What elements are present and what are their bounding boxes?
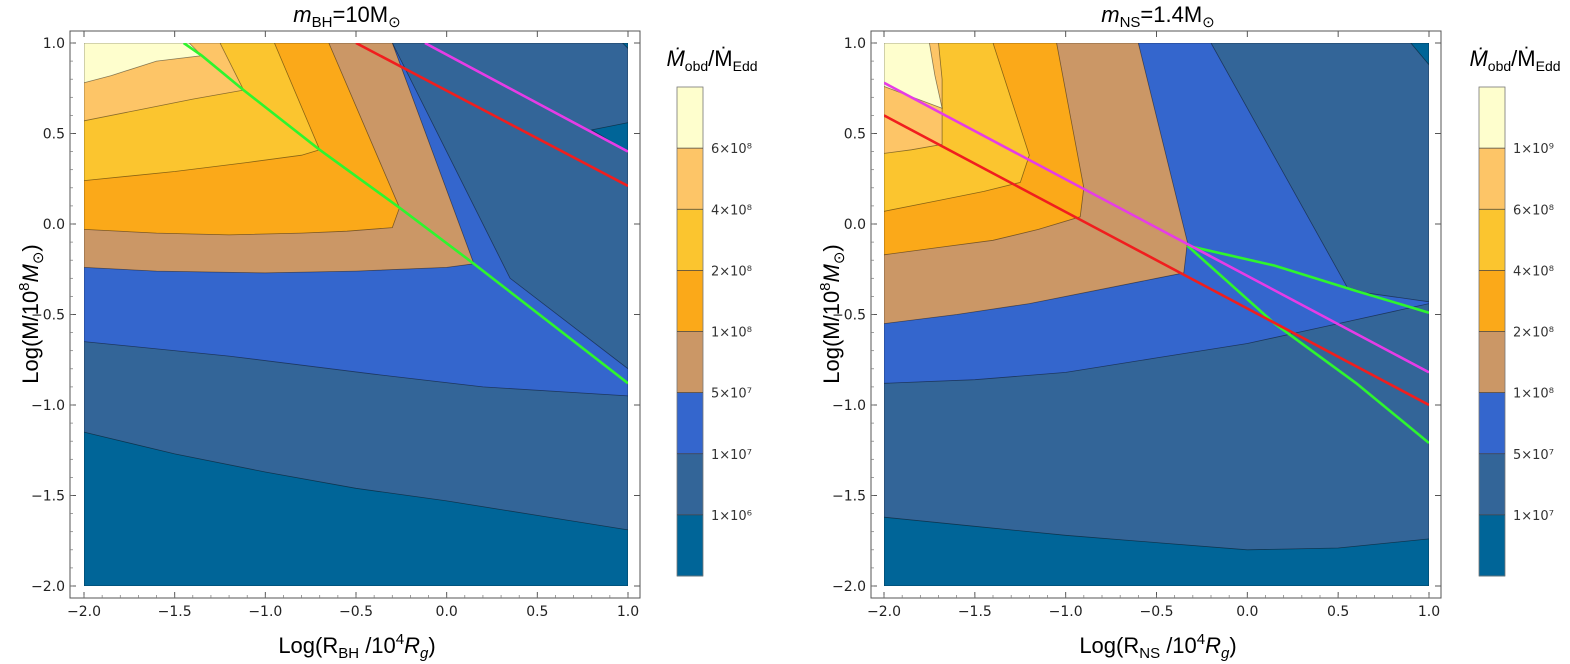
- colorbar-band: [1479, 209, 1505, 271]
- colorbar-tick-label: 4×10⁸: [1513, 264, 1554, 279]
- y-tick-label: −2.0: [31, 579, 65, 595]
- x-tick-label: 1.0: [1418, 604, 1440, 620]
- red-line: [355, 43, 628, 188]
- green-line-2: [1186, 244, 1429, 445]
- colorbar-band: [677, 514, 703, 577]
- colorbar-tick-label: 5×10⁷: [1513, 448, 1554, 463]
- x-tick-label: 0.0: [436, 604, 458, 620]
- x-tick-label: 0.5: [1327, 604, 1349, 620]
- x-tick-label: −2.0: [867, 604, 901, 620]
- colorbar-band: [1479, 392, 1505, 455]
- magenta-line: [884, 81, 1429, 374]
- colorbar-title: Ṁobd/ṀEdd: [666, 46, 757, 74]
- y-tick-label: −0.5: [31, 308, 65, 324]
- contour-region-7: [84, 431, 628, 586]
- y-tick-label: −1.0: [31, 398, 65, 414]
- x-tick-label: −1.0: [1049, 604, 1083, 620]
- colorbar-band: [1479, 331, 1505, 394]
- chart-title: mNS=1.4M⊙: [1101, 2, 1215, 31]
- chart-title: mBH=10M⊙: [293, 2, 400, 31]
- x-tick-label: −0.5: [339, 604, 373, 620]
- green-line: [1187, 244, 1429, 314]
- y-tick-label: 1.0: [844, 36, 866, 52]
- y-tick-label: −1.5: [31, 489, 65, 505]
- colorbar-band: [1479, 453, 1505, 516]
- colorbar-tick-label: 6×10⁸: [711, 142, 752, 157]
- contour-region-7: [884, 516, 1429, 586]
- y-tick-label: 1.0: [43, 36, 65, 52]
- colorbar-tick-label: 4×10⁸: [711, 203, 752, 218]
- colorbar-tick-label: 1×10⁹: [1513, 142, 1554, 157]
- x-tick-label: −2.0: [67, 604, 101, 620]
- colorbar-tick-label: 2×10⁸: [711, 264, 752, 279]
- colorbar-tick-label: 1×10⁶: [711, 509, 752, 524]
- contour-regions: [884, 43, 1429, 586]
- colorbar-tick-label: 1×10⁸: [1513, 387, 1554, 402]
- magenta-line: [424, 43, 628, 153]
- contour-region-6: [884, 43, 943, 109]
- contour-region-9: [622, 43, 628, 49]
- colorbar-band: [1479, 148, 1505, 210]
- colorbar-tick-label: 1×10⁷: [711, 448, 752, 463]
- y-tick-label: −2.0: [832, 579, 866, 595]
- x-tick-label: 0.0: [1236, 604, 1258, 620]
- y-tick-label: 0.0: [844, 217, 866, 233]
- panel-2: −2.0−2.0 −1.5 −1.5 −1.0 −1.0 −0.5 −0.5 0.0 0.0 0.…: [817, 2, 1561, 662]
- colorbar-band: [1479, 87, 1505, 149]
- panel-1: −2.0−2.0 −1.5 −1.5 −1.0 −1.0 −0.5 −0.5 0.0 0.0 0.…: [16, 2, 758, 662]
- colorbar-tick-label: 1×10⁸: [711, 326, 752, 341]
- colorbar-tick-label: 5×10⁷: [711, 387, 752, 402]
- colorbar-band: [677, 87, 703, 149]
- y-tick-label: 0.5: [43, 127, 65, 143]
- colorbar-tick-label: 2×10⁸: [1513, 326, 1554, 341]
- colorbar-tick-label: 1×10⁷: [1513, 509, 1554, 524]
- x-tick-label: 0.5: [526, 604, 548, 620]
- y-tick-label: −1.0: [832, 398, 866, 414]
- y-tick-label: −1.5: [832, 489, 866, 505]
- y-axis-label: Log(M/108M⊙): [16, 244, 47, 384]
- x-tick-label: −1.0: [248, 604, 282, 620]
- y-axis-label: Log(M/108M⊙): [817, 244, 848, 384]
- colorbar-band: [677, 392, 703, 455]
- contour-regions: [84, 43, 628, 586]
- y-tick-label: 0.0: [43, 217, 65, 233]
- x-axis-label: Log(RBH /104Rg): [278, 631, 435, 662]
- colorbar-band: [677, 270, 703, 332]
- green-line: [182, 43, 628, 385]
- x-axis-label: Log(RNS /104Rg): [1079, 631, 1236, 662]
- red-line: [884, 114, 1429, 407]
- x-tick-label: −1.5: [158, 604, 192, 620]
- colorbar-title: Ṁobd/ṀEdd: [1469, 46, 1560, 74]
- x-tick-label: −1.5: [958, 604, 992, 620]
- colorbar-tick-label: 6×10⁸: [1513, 203, 1554, 218]
- y-tick-label: 0.5: [844, 127, 866, 143]
- x-tick-label: −0.5: [1140, 604, 1174, 620]
- x-tick-label: 1.0: [617, 604, 639, 620]
- colorbar-band: [677, 209, 703, 271]
- colorbar-band: [1479, 514, 1505, 577]
- colorbar-band: [677, 453, 703, 516]
- contour-region-8: [1410, 43, 1429, 66]
- y-tick-label: −0.5: [832, 308, 866, 324]
- colorbar-band: [677, 148, 703, 210]
- colorbar-band: [1479, 270, 1505, 332]
- colorbar-band: [677, 331, 703, 394]
